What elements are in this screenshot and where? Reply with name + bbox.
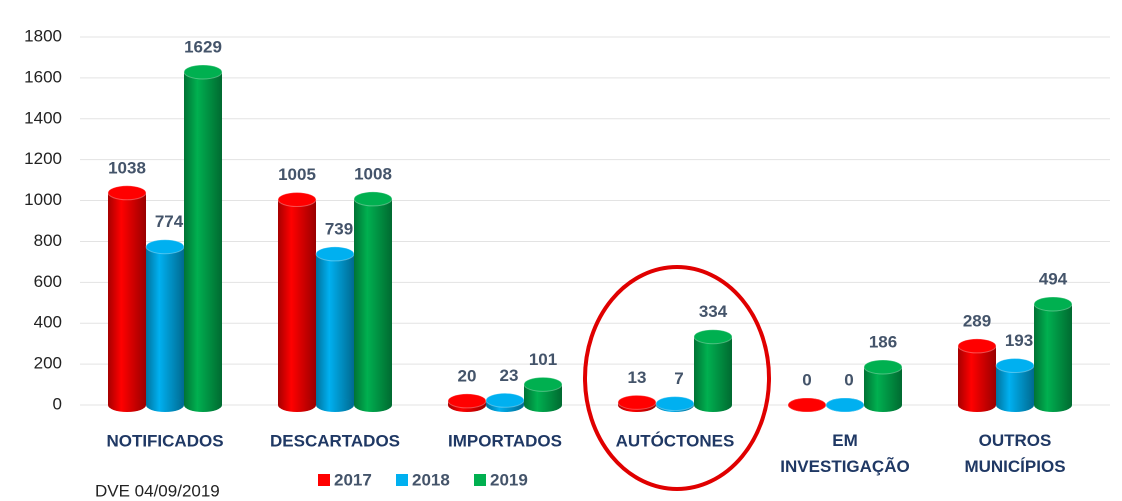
highlight-circle — [583, 265, 771, 491]
bar-base-shade — [316, 398, 354, 412]
bar-cap — [617, 394, 657, 410]
y-tick-label: 1800 — [24, 26, 62, 45]
legend-swatch — [318, 474, 330, 486]
value-label: 1008 — [354, 164, 392, 183]
bar-cap — [825, 397, 865, 413]
bar-base-shade — [146, 398, 184, 412]
y-tick-label: 1400 — [24, 108, 62, 127]
x-tick-label: NOTIFICADOS — [106, 431, 223, 450]
y-tick-label: 1000 — [24, 190, 62, 209]
y-tick-label: 600 — [34, 272, 62, 291]
footnote: DVE 04/09/2019 — [95, 481, 220, 500]
bar-cap — [995, 358, 1035, 374]
bar-base-shade — [524, 398, 562, 412]
bar-cap — [315, 246, 355, 262]
y-tick-label: 1600 — [24, 67, 62, 86]
value-label: 7 — [674, 369, 683, 388]
y-tick-label: 400 — [34, 313, 62, 332]
bar-base-shade — [108, 398, 146, 412]
bar-cap — [447, 393, 487, 409]
legend-label: 2017 — [334, 470, 372, 489]
bar-base-shade — [1034, 398, 1072, 412]
bar-cap — [787, 397, 827, 413]
value-label: 774 — [155, 212, 184, 231]
legend-swatch — [474, 474, 486, 486]
bar-cap — [523, 376, 563, 392]
value-label: 13 — [628, 368, 647, 387]
value-label: 0 — [802, 370, 811, 389]
value-label: 334 — [699, 302, 728, 321]
value-label: 1038 — [108, 158, 146, 177]
bar-shade — [694, 336, 732, 405]
bar-cap — [107, 185, 147, 201]
bar-base-shade — [694, 398, 732, 412]
x-tick-label: EM INVESTIGAÇÃO — [780, 431, 909, 476]
bar-shade — [108, 192, 146, 405]
bar-cap — [485, 392, 525, 408]
bar-base-shade — [278, 398, 316, 412]
bar-cap — [277, 192, 317, 208]
bar-cap — [1033, 296, 1073, 312]
bar-cap — [183, 64, 223, 80]
bar-shade — [354, 198, 392, 405]
bar-shade — [184, 71, 222, 406]
value-label: 20 — [458, 366, 477, 385]
bar-shade — [316, 253, 354, 405]
bar-base-shade — [354, 398, 392, 412]
bar-cap — [863, 359, 903, 375]
y-tick-label: 800 — [34, 231, 62, 250]
bar-shade — [146, 246, 184, 405]
value-label: 494 — [1039, 269, 1068, 288]
legend-label: 2018 — [412, 470, 450, 489]
value-label: 289 — [963, 311, 991, 330]
bar-cap — [145, 239, 185, 255]
x-tick-label: DESCARTADOS — [270, 431, 400, 450]
bar-base-shade — [996, 398, 1034, 412]
legend-label: 2019 — [490, 470, 528, 489]
value-label: 1629 — [184, 37, 222, 56]
y-tick-label: 0 — [53, 394, 62, 413]
legend-swatch — [396, 474, 408, 486]
bar-cap — [957, 338, 997, 354]
value-label: 0 — [844, 370, 853, 389]
bar-cap — [693, 329, 733, 345]
bar-shade — [1034, 304, 1072, 405]
value-label: 1005 — [278, 165, 316, 184]
value-label: 193 — [1005, 331, 1033, 350]
x-tick-label: AUTÓCTONES — [616, 431, 735, 450]
bar-shade — [958, 345, 996, 405]
value-label: 739 — [325, 219, 353, 238]
y-tick-label: 1200 — [24, 149, 62, 168]
bar-base-shade — [958, 398, 996, 412]
x-tick-label: OUTROS MUNICÍPIOS — [964, 431, 1065, 476]
bar-base-shade — [864, 398, 902, 412]
y-tick-label: 200 — [34, 354, 62, 373]
value-label: 23 — [500, 366, 519, 385]
x-tick-label: IMPORTADOS — [448, 431, 562, 450]
bar-cap — [655, 396, 695, 412]
bar-base-shade — [184, 398, 222, 412]
value-label: 101 — [529, 350, 557, 369]
bar-cap — [353, 191, 393, 207]
value-label: 186 — [869, 332, 897, 351]
bar-shade — [278, 199, 316, 405]
